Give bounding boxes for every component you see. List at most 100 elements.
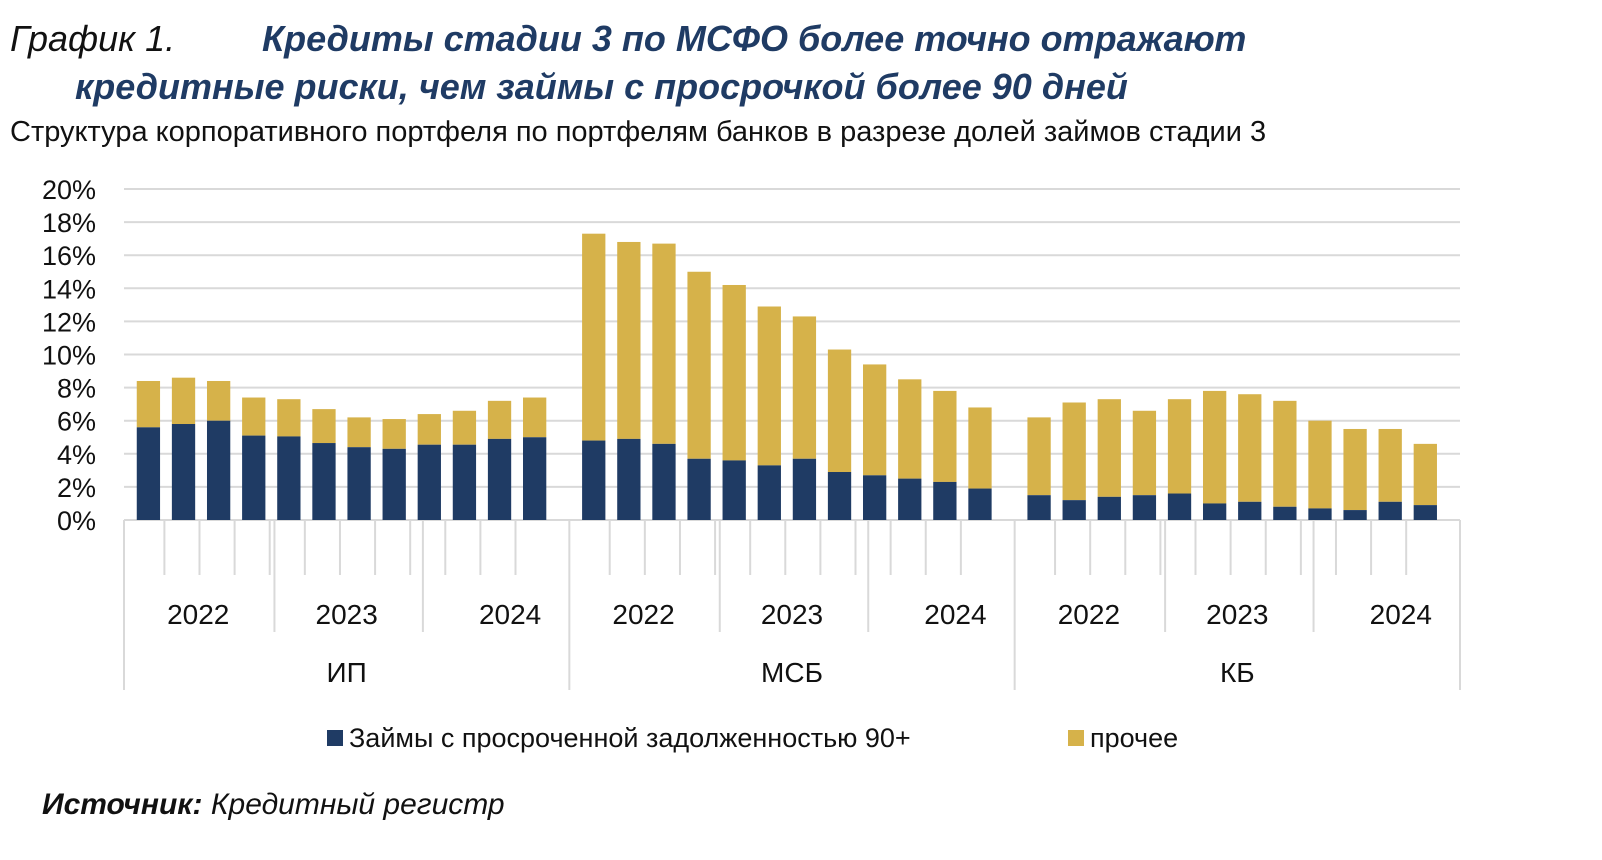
year-label: 2024 <box>479 599 541 630</box>
legend-swatch-other <box>1068 730 1084 746</box>
source-text: Кредитный регистр <box>210 788 505 821</box>
bar-other <box>452 410 477 445</box>
bar-overdue <box>687 458 711 520</box>
bar-other <box>968 407 992 489</box>
bar-overdue <box>1273 506 1297 520</box>
bar-other <box>792 316 817 459</box>
chart-label: График 1. <box>10 18 176 59</box>
source-label: Источник: <box>42 788 203 821</box>
bar-overdue <box>1413 505 1437 520</box>
bar-other <box>722 284 746 461</box>
bar-overdue <box>1132 495 1157 520</box>
bar-other <box>687 271 711 459</box>
bar-other <box>652 243 676 444</box>
bar-other <box>1238 394 1262 502</box>
bar-overdue <box>277 436 301 520</box>
y-tick-label: 14% <box>42 274 96 304</box>
bar-overdue <box>1378 501 1402 520</box>
y-tick-label: 2% <box>57 473 96 503</box>
legend-swatch-overdue <box>327 730 343 746</box>
bar-overdue <box>452 444 477 520</box>
bar-overdue <box>382 448 406 520</box>
bar-other <box>1378 428 1402 502</box>
bar-overdue <box>1238 501 1262 520</box>
y-tick-label: 18% <box>42 208 96 238</box>
legend-label-overdue: Займы с просроченной задолженностью 90+ <box>349 723 911 753</box>
year-label: 2023 <box>1206 599 1268 630</box>
bar-overdue <box>827 472 852 520</box>
legend-label-other: прочее <box>1090 723 1178 753</box>
bar-overdue <box>968 488 992 520</box>
y-tick-label: 10% <box>42 341 96 371</box>
bar-other <box>582 233 606 441</box>
bar-overdue <box>1343 510 1367 520</box>
year-label: 2023 <box>316 599 378 630</box>
bar-other <box>1167 399 1192 494</box>
bar-overdue <box>898 478 922 520</box>
year-label: 2023 <box>761 599 823 630</box>
bar-overdue <box>242 435 266 520</box>
y-tick-label: 12% <box>42 307 96 337</box>
group-label: КБ <box>1220 657 1255 688</box>
bar-overdue <box>523 437 547 520</box>
y-tick-label: 8% <box>57 374 96 404</box>
y-tick-label: 4% <box>57 440 96 470</box>
bar-overdue <box>1308 508 1332 520</box>
bar-overdue <box>1027 495 1051 520</box>
y-tick-label: 20% <box>42 175 96 205</box>
year-label: 2024 <box>1370 599 1432 630</box>
group-label: ИП <box>327 657 367 688</box>
bar-overdue <box>347 447 371 520</box>
bar-other <box>757 306 781 466</box>
bar-other <box>136 380 161 428</box>
bar-overdue <box>933 481 957 520</box>
bar-other <box>312 409 336 444</box>
bar-overdue <box>757 465 781 520</box>
bar-other <box>171 377 196 425</box>
bar-other <box>1343 428 1367 511</box>
bar-overdue <box>792 458 817 520</box>
bar-other <box>1413 443 1437 506</box>
y-tick-label: 0% <box>57 506 96 536</box>
bar-overdue <box>1167 493 1192 520</box>
bar-other <box>417 414 441 445</box>
bar-overdue <box>1097 496 1121 520</box>
y-tick-label: 6% <box>57 407 96 437</box>
year-label: 2022 <box>1058 599 1120 630</box>
bar-overdue <box>136 427 161 520</box>
bar-overdue <box>1202 503 1227 520</box>
bar-other <box>862 364 887 476</box>
bar-other <box>382 419 406 449</box>
bar-other <box>617 241 641 439</box>
bar-overdue <box>617 438 641 520</box>
y-tick-label: 16% <box>42 241 96 271</box>
bar-overdue <box>1062 500 1086 520</box>
bar-other <box>827 349 852 473</box>
bar-overdue <box>312 443 336 520</box>
chart-subtitle: Структура корпоративного портфеля по пор… <box>10 116 1267 148</box>
bar-overdue <box>652 443 676 520</box>
bar-other <box>1097 399 1121 497</box>
chart-title-line1: Кредиты стадии 3 по МСФО более точно отр… <box>262 18 1247 59</box>
bar-overdue <box>862 475 887 520</box>
bar-other <box>277 399 301 437</box>
year-label: 2022 <box>167 599 229 630</box>
bar-other <box>933 390 957 482</box>
bar-other <box>1273 400 1297 507</box>
year-label: 2024 <box>924 599 986 630</box>
bar-overdue <box>417 444 441 520</box>
group-label: МСБ <box>761 657 823 688</box>
bar-overdue <box>722 460 746 520</box>
bar-other <box>487 400 512 439</box>
bar-overdue <box>206 420 231 520</box>
bar-other <box>1062 402 1086 501</box>
bar-other <box>898 379 922 479</box>
bar-overdue <box>487 438 512 520</box>
bar-other <box>523 397 547 438</box>
bar-other <box>1308 420 1332 509</box>
bar-overdue <box>171 424 196 520</box>
bar-other <box>1027 417 1051 496</box>
chart-title-line2: кредитные риски, чем займы с просрочкой … <box>75 66 1128 107</box>
bar-other <box>206 380 231 421</box>
